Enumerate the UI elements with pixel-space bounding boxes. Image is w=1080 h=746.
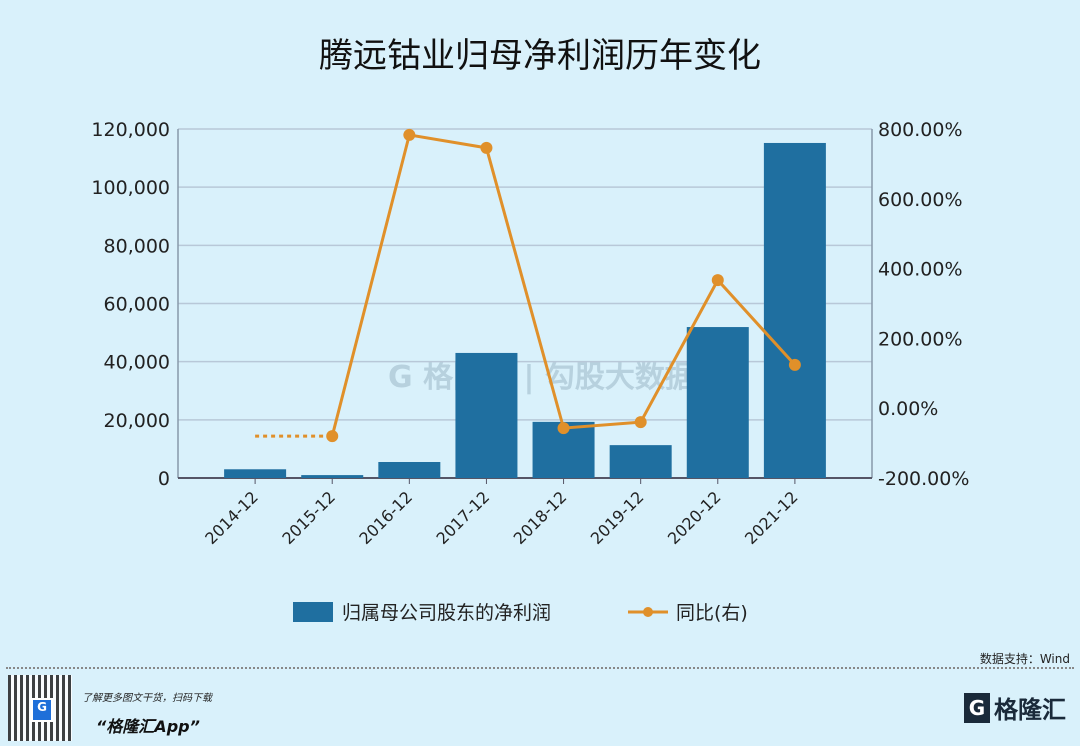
y-right-tick: 200.00% <box>878 328 963 350</box>
y-left-tick: 120,000 <box>91 119 170 141</box>
line-point <box>711 274 724 287</box>
x-tick-label: 2017-12 <box>433 487 494 548</box>
bar <box>378 462 441 478</box>
x-tick-label: 2019-12 <box>587 487 648 548</box>
qr-logo-icon: G <box>31 698 53 722</box>
chart: 0 20,000 40,000 60,000 80,000 100,000 120,000 -… <box>91 119 969 624</box>
line-point <box>634 416 647 429</box>
legend-bar-swatch <box>293 602 333 622</box>
promo-text: 了解更多图文干货，扫码下载 <box>82 693 212 704</box>
y-right-tick: 400.00% <box>878 259 963 281</box>
legend-line-marker <box>643 607 653 617</box>
y-left-tick: 100,000 <box>91 177 170 199</box>
line-point <box>403 128 416 141</box>
y-left-tick: 80,000 <box>104 235 170 257</box>
bar <box>763 142 826 478</box>
y-right-tick: 600.00% <box>878 189 963 211</box>
data-source: 数据支持：Wind <box>979 652 1070 666</box>
x-tick-label: 2016-12 <box>355 487 416 548</box>
brand-name: 格隆汇 <box>994 696 1066 724</box>
y-left-tick: 40,000 <box>104 352 170 374</box>
x-tick-label: 2014-12 <box>201 487 262 548</box>
x-tick-label: 2020-12 <box>664 487 725 548</box>
bar <box>455 352 518 478</box>
line-point <box>326 430 339 443</box>
x-tick-label: 2015-12 <box>278 487 339 548</box>
bar <box>301 475 364 478</box>
chart-title: 腾远钴业归母净利润历年变化 <box>319 36 761 76</box>
bar <box>686 327 749 478</box>
x-tick-label: 2021-12 <box>741 487 802 548</box>
y-right-tick: 0.00% <box>878 398 938 420</box>
legend-line-label: 同比(右) <box>676 602 748 624</box>
bar <box>224 469 287 478</box>
qr-code <box>8 675 72 741</box>
y-left-tick: 0 <box>158 468 170 490</box>
brand-g-icon: G <box>964 692 990 723</box>
legend-bar-label: 归属母公司股东的净利润 <box>342 602 551 624</box>
x-tick-label: 2018-12 <box>510 487 571 548</box>
watermark: G 格隆汇 | 勾股大数据 <box>388 360 695 395</box>
brand-logo: G 格隆汇 <box>964 690 1066 725</box>
bar <box>609 445 672 478</box>
line-point <box>480 141 493 154</box>
app-name: “格隆汇App” <box>96 717 200 736</box>
line-point <box>557 422 570 435</box>
y-right-tick: -200.00% <box>878 468 969 490</box>
y-left-tick: 20,000 <box>104 410 170 432</box>
y-right-tick: 800.00% <box>878 119 963 141</box>
line-point <box>788 358 801 371</box>
y-left-tick: 60,000 <box>104 294 170 316</box>
divider <box>6 667 1074 669</box>
